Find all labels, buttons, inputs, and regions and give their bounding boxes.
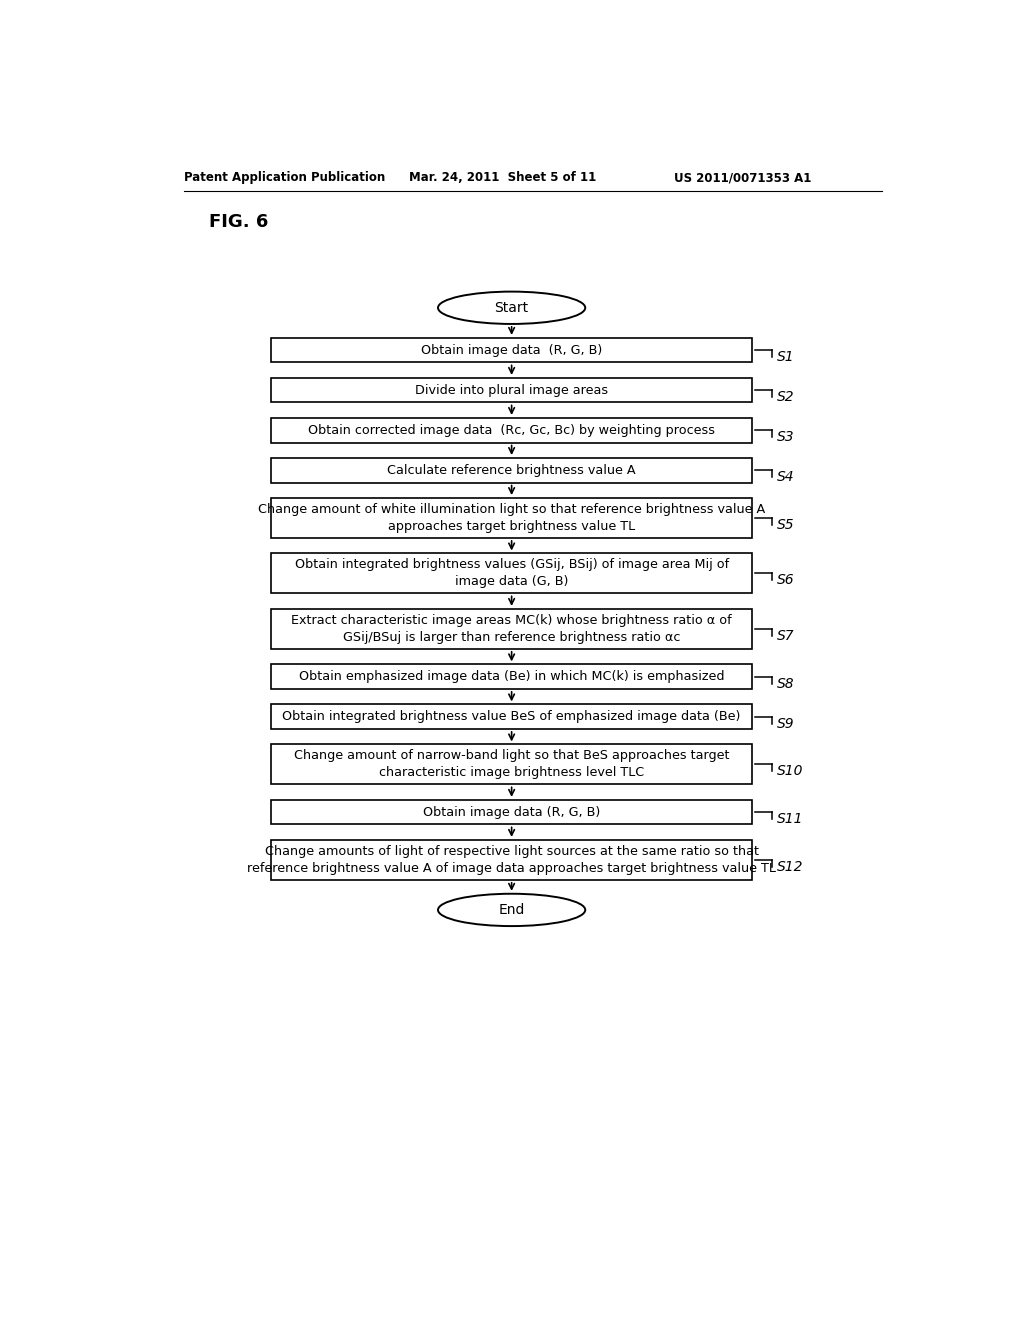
Text: Change amounts of light of respective light sources at the same ratio so that
re: Change amounts of light of respective li… (247, 845, 776, 875)
Text: FIG. 6: FIG. 6 (209, 213, 268, 231)
Text: S10: S10 (776, 764, 803, 779)
FancyBboxPatch shape (271, 609, 752, 649)
FancyBboxPatch shape (271, 705, 752, 729)
Text: S2: S2 (776, 391, 795, 404)
Text: Obtain image data  (R, G, B): Obtain image data (R, G, B) (421, 343, 602, 356)
FancyBboxPatch shape (271, 498, 752, 539)
Text: S3: S3 (776, 430, 795, 444)
Text: End: End (499, 903, 525, 917)
FancyBboxPatch shape (271, 458, 752, 483)
FancyBboxPatch shape (271, 664, 752, 689)
Text: Mar. 24, 2011  Sheet 5 of 11: Mar. 24, 2011 Sheet 5 of 11 (409, 172, 596, 185)
Ellipse shape (438, 894, 586, 927)
Text: Calculate reference brightness value A: Calculate reference brightness value A (387, 463, 636, 477)
Text: S9: S9 (776, 717, 795, 730)
Text: S4: S4 (776, 470, 795, 484)
FancyBboxPatch shape (271, 840, 752, 880)
Text: Obtain emphasized image data (Be) in which MC(k) is emphasized: Obtain emphasized image data (Be) in whi… (299, 671, 724, 684)
Text: Obtain image data (R, G, B): Obtain image data (R, G, B) (423, 805, 600, 818)
FancyBboxPatch shape (271, 338, 752, 363)
Text: US 2011/0071353 A1: US 2011/0071353 A1 (675, 172, 812, 185)
Text: S12: S12 (776, 859, 803, 874)
Text: S5: S5 (776, 517, 795, 532)
Text: S7: S7 (776, 628, 795, 643)
Text: Start: Start (495, 301, 528, 314)
Ellipse shape (438, 292, 586, 323)
FancyBboxPatch shape (271, 800, 752, 825)
Text: Obtain integrated brightness value BeS of emphasized image data (Be): Obtain integrated brightness value BeS o… (283, 710, 740, 723)
Text: S8: S8 (776, 677, 795, 690)
FancyBboxPatch shape (271, 378, 752, 403)
FancyBboxPatch shape (271, 553, 752, 594)
Text: Change amount of white illumination light so that reference brightness value A
a: Change amount of white illumination ligh… (258, 503, 765, 533)
Text: Divide into plural image areas: Divide into plural image areas (415, 384, 608, 397)
FancyBboxPatch shape (271, 744, 752, 784)
Text: S11: S11 (776, 812, 803, 826)
Text: S1: S1 (776, 350, 795, 364)
Text: Extract characteristic image areas MC(k) whose brightness ratio α of
GSij/BSuj i: Extract characteristic image areas MC(k)… (291, 614, 732, 644)
Text: S6: S6 (776, 573, 795, 587)
Text: Obtain corrected image data  (Rc, Gc, Bc) by weighting process: Obtain corrected image data (Rc, Gc, Bc)… (308, 424, 715, 437)
Text: Patent Application Publication: Patent Application Publication (183, 172, 385, 185)
Text: Obtain integrated brightness values (GSij, BSij) of image area Mij of
image data: Obtain integrated brightness values (GSi… (295, 558, 729, 589)
Text: Change amount of narrow-band light so that BeS approaches target
characteristic : Change amount of narrow-band light so th… (294, 750, 729, 779)
FancyBboxPatch shape (271, 418, 752, 442)
